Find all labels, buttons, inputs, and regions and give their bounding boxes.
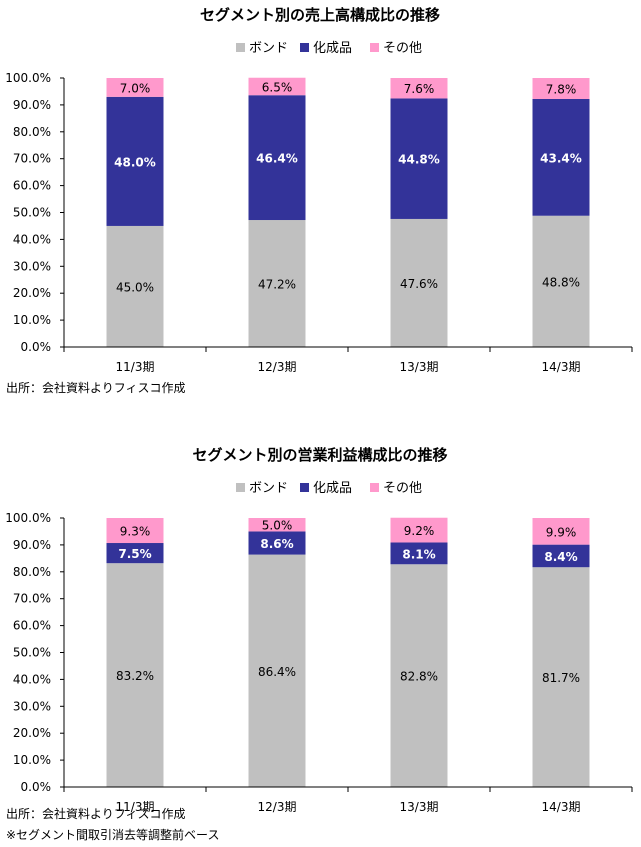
chart-1-data-label-0-2: 9.3% [120,525,151,539]
chart-0-data-label-3-0: 48.8% [542,275,580,289]
chart-1-ytick-label-1: 10.0% [13,753,51,767]
chart-1-bar-1-1 [248,531,306,555]
chart-0-bar-2-2 [390,78,448,99]
chart-1-footnote: ※セグメント間取引消去等調整前ベース [6,828,220,842]
chart-1-category-label-1: 12/3期 [258,800,297,814]
chart-1-ytick-label-5: 50.0% [13,646,51,660]
chart-1-source-note: 出所：会社資料よりフィスコ作成 [6,807,186,821]
chart-1-legend-label-1: 化成品 [313,481,352,496]
chart-0-ytick-label-8: 80.0% [13,125,51,139]
chart-0-ytick-label-2: 20.0% [13,286,51,300]
chart-1-ytick-label-7: 70.0% [13,592,51,606]
chart-0-bar-0-1 [106,96,164,226]
chart-0-category-label-0: 11/3期 [116,360,155,374]
chart-1-ytick-label-4: 40.0% [13,672,51,686]
chart-1-ytick-label-3: 30.0% [13,699,51,713]
chart-1-title: セグメント別の営業利益構成比の推移 [192,446,447,464]
chart-0-legend-swatch-2 [370,43,379,52]
chart-0-ytick-label-4: 40.0% [13,232,51,246]
chart-1-category-label-0: 11/3期 [116,800,155,814]
chart-1-bar-2-0 [390,564,448,787]
chart-0-bar-1-2 [248,77,306,96]
chart-1-legend-label-0: ボンド [249,481,288,496]
chart-0-data-label-1-0: 47.2% [258,278,296,292]
chart-0-legend-label-1: 化成品 [313,41,352,56]
chart-1-legend-swatch-2 [370,483,379,492]
chart-0-data-label-2-1: 44.8% [398,153,440,167]
chart-0-data-label-1-1: 46.4% [256,152,298,166]
chart-1-legend-swatch-1 [300,483,309,492]
chart-1-data-label-3-2: 9.9% [546,525,577,539]
chart-1-data-label-1-1: 8.6% [260,537,293,551]
chart-0-data-label-2-2: 7.6% [404,82,435,96]
chart-0-data-label-0-0: 45.0% [116,280,154,294]
chart-0-legend-swatch-0 [236,43,245,52]
chart-0-ytick-label-10: 100.0% [5,71,51,85]
chart-0-legend-swatch-1 [300,43,309,52]
chart-1-data-label-1-0: 86.4% [258,665,296,679]
chart-1-ytick-label-10: 100.0% [5,511,51,525]
chart-0-data-label-1-2: 6.5% [262,80,293,94]
chart-0-source-note: 出所：会社資料よりフィスコ作成 [6,381,186,395]
chart-1-data-label-2-1: 8.1% [402,547,435,561]
chart-1-legend-label-2: その他 [383,481,422,496]
chart-1-bar-0-2 [106,518,164,544]
chart-0-bar-2-0 [390,218,448,347]
chart-0-data-label-0-2: 7.0% [120,81,151,95]
chart-0-data-label-2-0: 47.6% [400,277,438,291]
chart-1-bar-0-0 [106,563,164,787]
chart-0-legend-label-0: ボンド [249,41,288,56]
chart-1-data-label-1-2: 5.0% [262,519,293,533]
chart-0-bar-3-0 [532,215,590,347]
chart-1-bar-2-2 [390,517,448,543]
chart-1-ytick-label-6: 60.0% [13,619,51,633]
chart-1-category-label-3: 14/3期 [542,800,581,814]
chart-0-data-label-3-2: 7.8% [546,82,577,96]
chart-0-legend-label-2: その他 [383,41,422,56]
chart-1-bar-0-1 [106,543,164,564]
chart-1-legend-swatch-0 [236,483,245,492]
chart-0-title: セグメント別の売上高構成比の推移 [200,6,440,24]
chart-1-bar-1-2 [248,518,306,532]
chart-1-data-label-0-0: 83.2% [116,669,154,683]
chart-1-bar-3-1 [532,544,590,568]
chart-1-bar-2-1 [390,542,448,565]
chart-0-data-label-3-1: 43.4% [540,151,582,165]
chart-0-ytick-label-9: 90.0% [13,98,51,112]
chart-0-ytick-label-5: 50.0% [13,206,51,220]
chart-0-category-label-3: 14/3期 [542,360,581,374]
chart-0-ytick-label-3: 30.0% [13,259,51,273]
chart-1-bar-1-0 [248,554,306,787]
chart-0-data-label-0-1: 48.0% [114,155,156,169]
chart-0-ytick-label-0: 0.0% [21,340,52,354]
chart-0-bar-1-0 [248,220,306,347]
chart-0-bar-3-2 [532,78,590,99]
chart-1-data-label-0-1: 7.5% [118,547,151,561]
chart-1-ytick-label-9: 90.0% [13,538,51,552]
chart-1-category-label-2: 13/3期 [400,800,439,814]
chart-0-bar-2-1 [390,98,448,219]
chart-0-ytick-label-6: 60.0% [13,179,51,193]
chart-0-bar-1-1 [248,95,306,221]
chart-0-ytick-label-1: 10.0% [13,313,51,327]
chart-1-bar-3-2 [532,518,590,545]
chart-1-ytick-label-8: 80.0% [13,565,51,579]
chart-0-bar-0-2 [106,78,164,97]
chart-1-data-label-2-0: 82.8% [400,670,438,684]
chart-0-bar-0-0 [106,225,164,347]
chart-1-data-label-2-2: 9.2% [404,524,435,538]
chart-0-ytick-label-7: 70.0% [13,152,51,166]
chart-0-category-label-1: 12/3期 [258,360,297,374]
chart-1-ytick-label-2: 20.0% [13,726,51,740]
chart-1-data-label-3-0: 81.7% [542,671,580,685]
chart-0-bar-3-1 [532,98,590,216]
chart-1-bar-3-0 [532,567,590,787]
chart-1-ytick-label-0: 0.0% [21,780,52,794]
chart-1-data-label-3-1: 8.4% [544,550,577,564]
chart-0-category-label-2: 13/3期 [400,360,439,374]
